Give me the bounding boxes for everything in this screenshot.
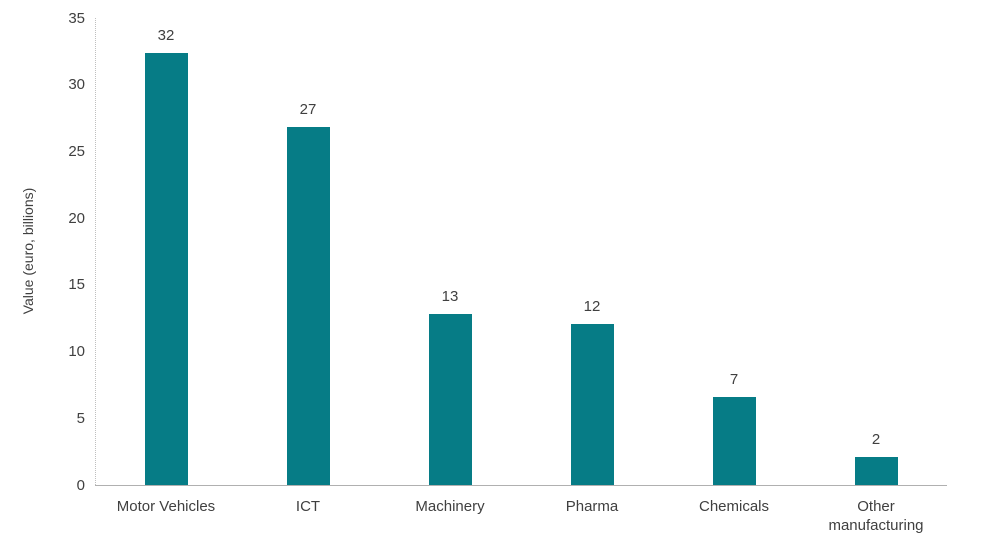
bar [570,324,614,485]
bar [428,314,472,485]
y-tick-label: 30 [68,76,85,94]
bar-value-label: 13 [441,288,459,305]
bar [144,53,188,485]
bar-value-label: 32 [157,27,175,44]
bar-value-label: 2 [871,431,881,448]
y-axis-title: Value (euro, billions) [20,187,36,315]
bar [712,397,756,485]
x-axis-line [95,485,947,486]
y-tick-label: 25 [68,142,85,160]
bar [286,127,330,485]
y-tick-label: 35 [68,9,85,27]
y-tick-label: 5 [76,409,85,427]
category-label: Motor Vehicles [116,498,216,515]
category-label: Machinery [415,498,485,515]
bar [854,457,898,485]
bar-value-label: 27 [299,101,317,118]
y-tick-label: 15 [68,276,85,294]
y-axis-line [95,18,96,485]
category-label: Pharma [565,498,619,515]
y-tick-label: 10 [68,343,85,361]
plot-area: 0 5 10 15 20 25 30 35 32 Motor Vehicles 27 ICT 13 Mac… [68,11,947,534]
category-label: Other manufacturing [828,498,924,534]
y-tick-label: 20 [68,209,85,227]
category-label: ICT [295,498,321,515]
bar-value-label: 7 [729,371,739,388]
y-tick-label: 0 [76,476,85,494]
bar-value-label: 12 [583,298,601,315]
category-label: Chemicals [698,498,770,515]
